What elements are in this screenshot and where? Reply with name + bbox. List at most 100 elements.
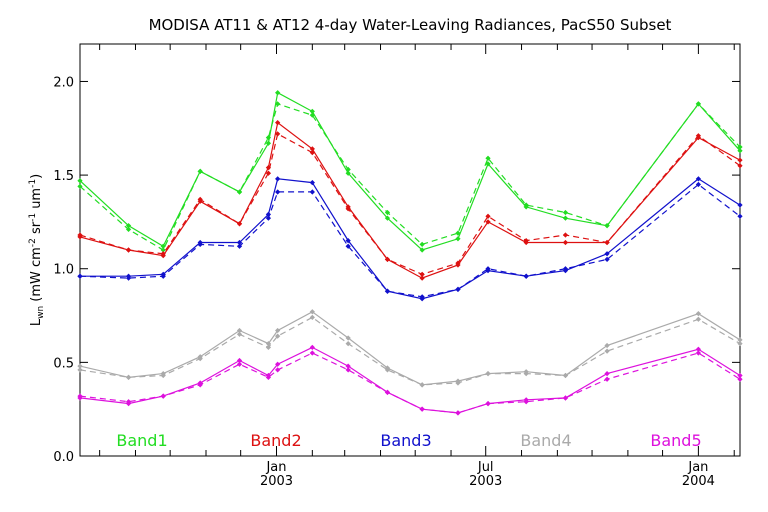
data-point-solid (77, 395, 83, 401)
data-point-solid (77, 234, 83, 240)
data-point-dashed (345, 341, 351, 347)
data-point-solid (737, 337, 743, 343)
data-point-solid (197, 168, 203, 174)
data-point-solid (562, 239, 569, 246)
data-point-solid (309, 146, 315, 152)
y-tick-label: 1.0 (53, 263, 74, 278)
data-point-solid (523, 204, 529, 210)
data-point-solid (236, 327, 243, 334)
data-point-solid (737, 157, 743, 163)
data-point-solid (419, 382, 425, 388)
data-point-dashed (77, 367, 83, 373)
data-point-solid (275, 90, 281, 96)
series-band4 (77, 309, 743, 388)
series-band1 (77, 90, 743, 253)
data-point-solid (197, 239, 203, 246)
series-line-dashed (79, 316, 741, 386)
chart-title: MODISA AT11 & AT12 4-day Water-Leaving R… (149, 16, 672, 34)
legend-item-band5: Band5 (650, 431, 701, 450)
data-point-solid (523, 369, 529, 375)
ylabel-exp3: -1 (28, 179, 38, 188)
data-point-solid (236, 221, 243, 227)
data-point-solid (125, 273, 132, 279)
series-band5 (77, 344, 743, 416)
data-point-solid (265, 140, 272, 146)
data-point-solid (236, 189, 243, 195)
data-point-solid (160, 271, 166, 277)
data-point-solid (125, 247, 132, 253)
data-point-solid (236, 357, 243, 364)
data-point-solid (160, 243, 166, 249)
ylabel-close: ) (29, 174, 44, 179)
series-line-solid (79, 311, 741, 386)
series-line-solid (79, 121, 741, 279)
data-point-solid (309, 108, 315, 115)
data-point-solid (125, 223, 132, 229)
x-tick-label-month: Jul (477, 460, 494, 475)
data-point-solid (309, 309, 315, 315)
data-point-dashed (737, 163, 743, 169)
data-point-dashed (236, 331, 243, 337)
data-point-solid (345, 363, 351, 369)
data-point-dashed (695, 181, 702, 188)
data-point-solid (265, 372, 272, 379)
ylabel-main: L (29, 318, 44, 326)
data-point-solid (419, 406, 425, 412)
data-point-solid (384, 215, 391, 221)
data-point-solid (485, 370, 491, 377)
data-point-solid (309, 179, 315, 186)
data-point-dashed (275, 189, 281, 195)
data-point-solid (345, 238, 351, 244)
data-point-solid (384, 389, 391, 395)
data-point-dashed (345, 243, 351, 249)
data-point-dashed (737, 213, 743, 219)
data-point-dashed (265, 215, 272, 221)
data-point-solid (125, 400, 132, 407)
data-point-solid (695, 176, 702, 182)
data-point-solid (737, 372, 743, 379)
data-point-dashed (236, 361, 243, 367)
data-point-dashed (604, 376, 610, 382)
data-point-solid (275, 120, 281, 126)
data-point-dashed (275, 333, 281, 339)
x-tick-label-month: Jan (265, 460, 286, 475)
data-point-solid (455, 378, 461, 384)
data-point-solid (455, 236, 461, 242)
data-point-solid (419, 296, 425, 302)
data-point-solid (455, 410, 461, 416)
x-tick-label-year: 2003 (260, 474, 293, 489)
data-point-dashed (695, 316, 702, 322)
data-point-solid (695, 101, 702, 107)
data-point-solid (275, 361, 281, 367)
data-point-dashed (695, 350, 702, 356)
data-point-solid (604, 239, 610, 246)
data-point-solid (77, 273, 83, 279)
ylabel-units: (mW cm (29, 247, 44, 302)
data-point-solid (485, 400, 491, 407)
data-point-solid (384, 288, 391, 294)
data-point-solid (345, 335, 351, 341)
legend-item-band4: Band4 (520, 431, 571, 450)
data-point-solid (562, 267, 569, 274)
series-line-dashed (79, 102, 741, 251)
data-point-dashed (309, 314, 315, 321)
data-point-solid (695, 135, 702, 141)
data-point-solid (265, 341, 272, 347)
data-point-dashed (265, 170, 272, 176)
data-point-solid (384, 365, 391, 371)
data-point-dashed (737, 376, 743, 382)
legend-item-band3: Band3 (380, 431, 431, 450)
data-point-dashed (419, 241, 425, 248)
series-line-dashed (79, 352, 741, 414)
data-point-solid (275, 176, 281, 182)
data-point-solid (160, 252, 166, 259)
series-line-dashed (79, 183, 741, 298)
x-tick-label-month: Jan (687, 460, 708, 475)
data-point-solid (604, 223, 610, 229)
data-point-solid (562, 372, 569, 379)
plot-frame (79, 43, 741, 457)
data-point-solid (197, 380, 203, 386)
data-point-solid (275, 327, 281, 334)
data-point-dashed (309, 350, 315, 356)
